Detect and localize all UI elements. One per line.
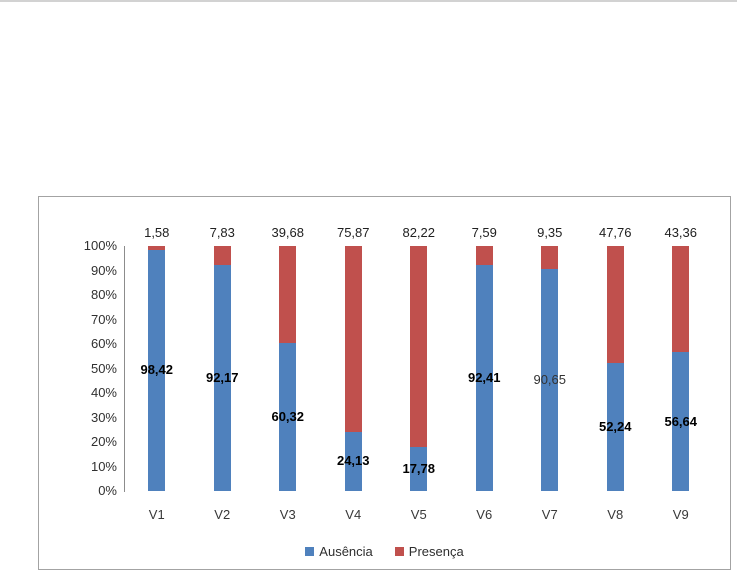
bar-segment-presenca-v6 <box>475 246 493 265</box>
legend: Ausência Presença <box>39 544 730 559</box>
value-label-ausencia-v9: 56,64 <box>664 413 698 429</box>
value-label-ausencia-v4: 24,13 <box>336 453 370 469</box>
bar-segment-presenca-v5 <box>410 246 428 448</box>
y-tick-label-20: 20% <box>90 434 117 449</box>
legend-label-ausencia: Ausência <box>319 544 373 559</box>
y-axis-line <box>124 246 125 492</box>
value-label-presenca-v3: 39,68 <box>271 225 305 240</box>
y-tick-label-60: 60% <box>90 336 117 351</box>
bar-segment-ausencia-v9 <box>672 352 690 491</box>
x-axis-label-v9: V9 <box>672 507 689 522</box>
x-axis-label-v6: V6 <box>476 507 493 522</box>
legend-item-presenca: Presença <box>394 544 464 559</box>
y-tick-label-40: 40% <box>90 385 117 400</box>
value-label-presenca-v1: 1,58 <box>144 225 170 240</box>
value-label-presenca-v9: 43,36 <box>664 225 698 240</box>
y-tick-label-0: 0% <box>98 483 117 498</box>
value-label-presenca-v4: 75,87 <box>336 225 370 240</box>
value-label-ausencia-v8: 52,24 <box>598 419 632 434</box>
bar-segment-presenca-v7 <box>541 246 559 269</box>
value-label-presenca-v6: 7,59 <box>471 225 497 240</box>
bar-segment-presenca-v9 <box>672 246 690 353</box>
bar-segment-presenca-v2 <box>213 246 231 266</box>
legend-item-ausencia: Ausência <box>305 544 373 559</box>
x-axis-label-v2: V2 <box>214 507 231 522</box>
bar-segment-ausencia-v3 <box>279 343 297 491</box>
y-tick-label-50: 50% <box>90 360 117 376</box>
bar-segment-presenca-v3 <box>279 246 297 344</box>
bar-segment-ausencia-v4 <box>344 431 362 491</box>
y-tick-label-90: 90% <box>90 262 117 278</box>
y-tick-label-10: 10% <box>90 458 117 474</box>
bar-segment-ausencia-v5 <box>410 447 428 491</box>
legend-label-presenca: Presença <box>408 544 464 559</box>
y-tick-label-100: 100% <box>83 238 117 253</box>
value-label-ausencia-v3: 60,32 <box>271 409 305 425</box>
value-label-ausencia-v2: 92,17 <box>205 370 239 386</box>
bar-segment-ausencia-v7 <box>541 268 559 491</box>
value-label-ausencia-v6: 92,41 <box>467 369 501 385</box>
x-axis-label-v3: V3 <box>279 507 296 522</box>
bar-segment-ausencia-v2 <box>213 265 231 491</box>
x-axis-label-v1: V1 <box>148 507 165 522</box>
chart-container: 100% 90% 80% 70% 60% 50% 40% 30% 20% 10% 0% 1,58 98… <box>38 196 731 570</box>
bar-segment-presenca-v1 <box>148 246 166 250</box>
value-label-ausencia-v5: 17,78 <box>402 461 436 477</box>
bar-segment-presenca-v8 <box>606 246 624 363</box>
page-top-divider <box>0 0 737 2</box>
legend-swatch-presenca-icon <box>394 547 404 556</box>
bar-segment-presenca-v4 <box>344 246 362 432</box>
bar-segment-ausencia-v8 <box>606 363 624 491</box>
legend-swatch-ausencia-icon <box>305 547 315 556</box>
value-label-ausencia-v1: 98,42 <box>140 362 174 378</box>
value-label-presenca-v5: 82,22 <box>402 225 436 240</box>
x-axis-label-v7: V7 <box>541 507 558 522</box>
x-axis-label-v8: V8 <box>607 507 624 522</box>
x-axis-label-v5: V5 <box>410 507 427 522</box>
y-tick-label-30: 30% <box>90 409 117 425</box>
value-label-presenca-v7: 9,35 <box>537 225 563 240</box>
value-label-presenca-v8: 47,76 <box>598 225 632 240</box>
value-label-presenca-v2: 7,83 <box>209 225 235 240</box>
y-tick-label-70: 70% <box>90 311 117 327</box>
bar-segment-ausencia-v6 <box>475 264 493 491</box>
bar-segment-ausencia-v1 <box>148 249 166 491</box>
value-label-ausencia-v7: 90,65 <box>533 371 567 387</box>
x-axis-label-v4: V4 <box>345 507 362 522</box>
y-tick-label-80: 80% <box>90 287 117 302</box>
